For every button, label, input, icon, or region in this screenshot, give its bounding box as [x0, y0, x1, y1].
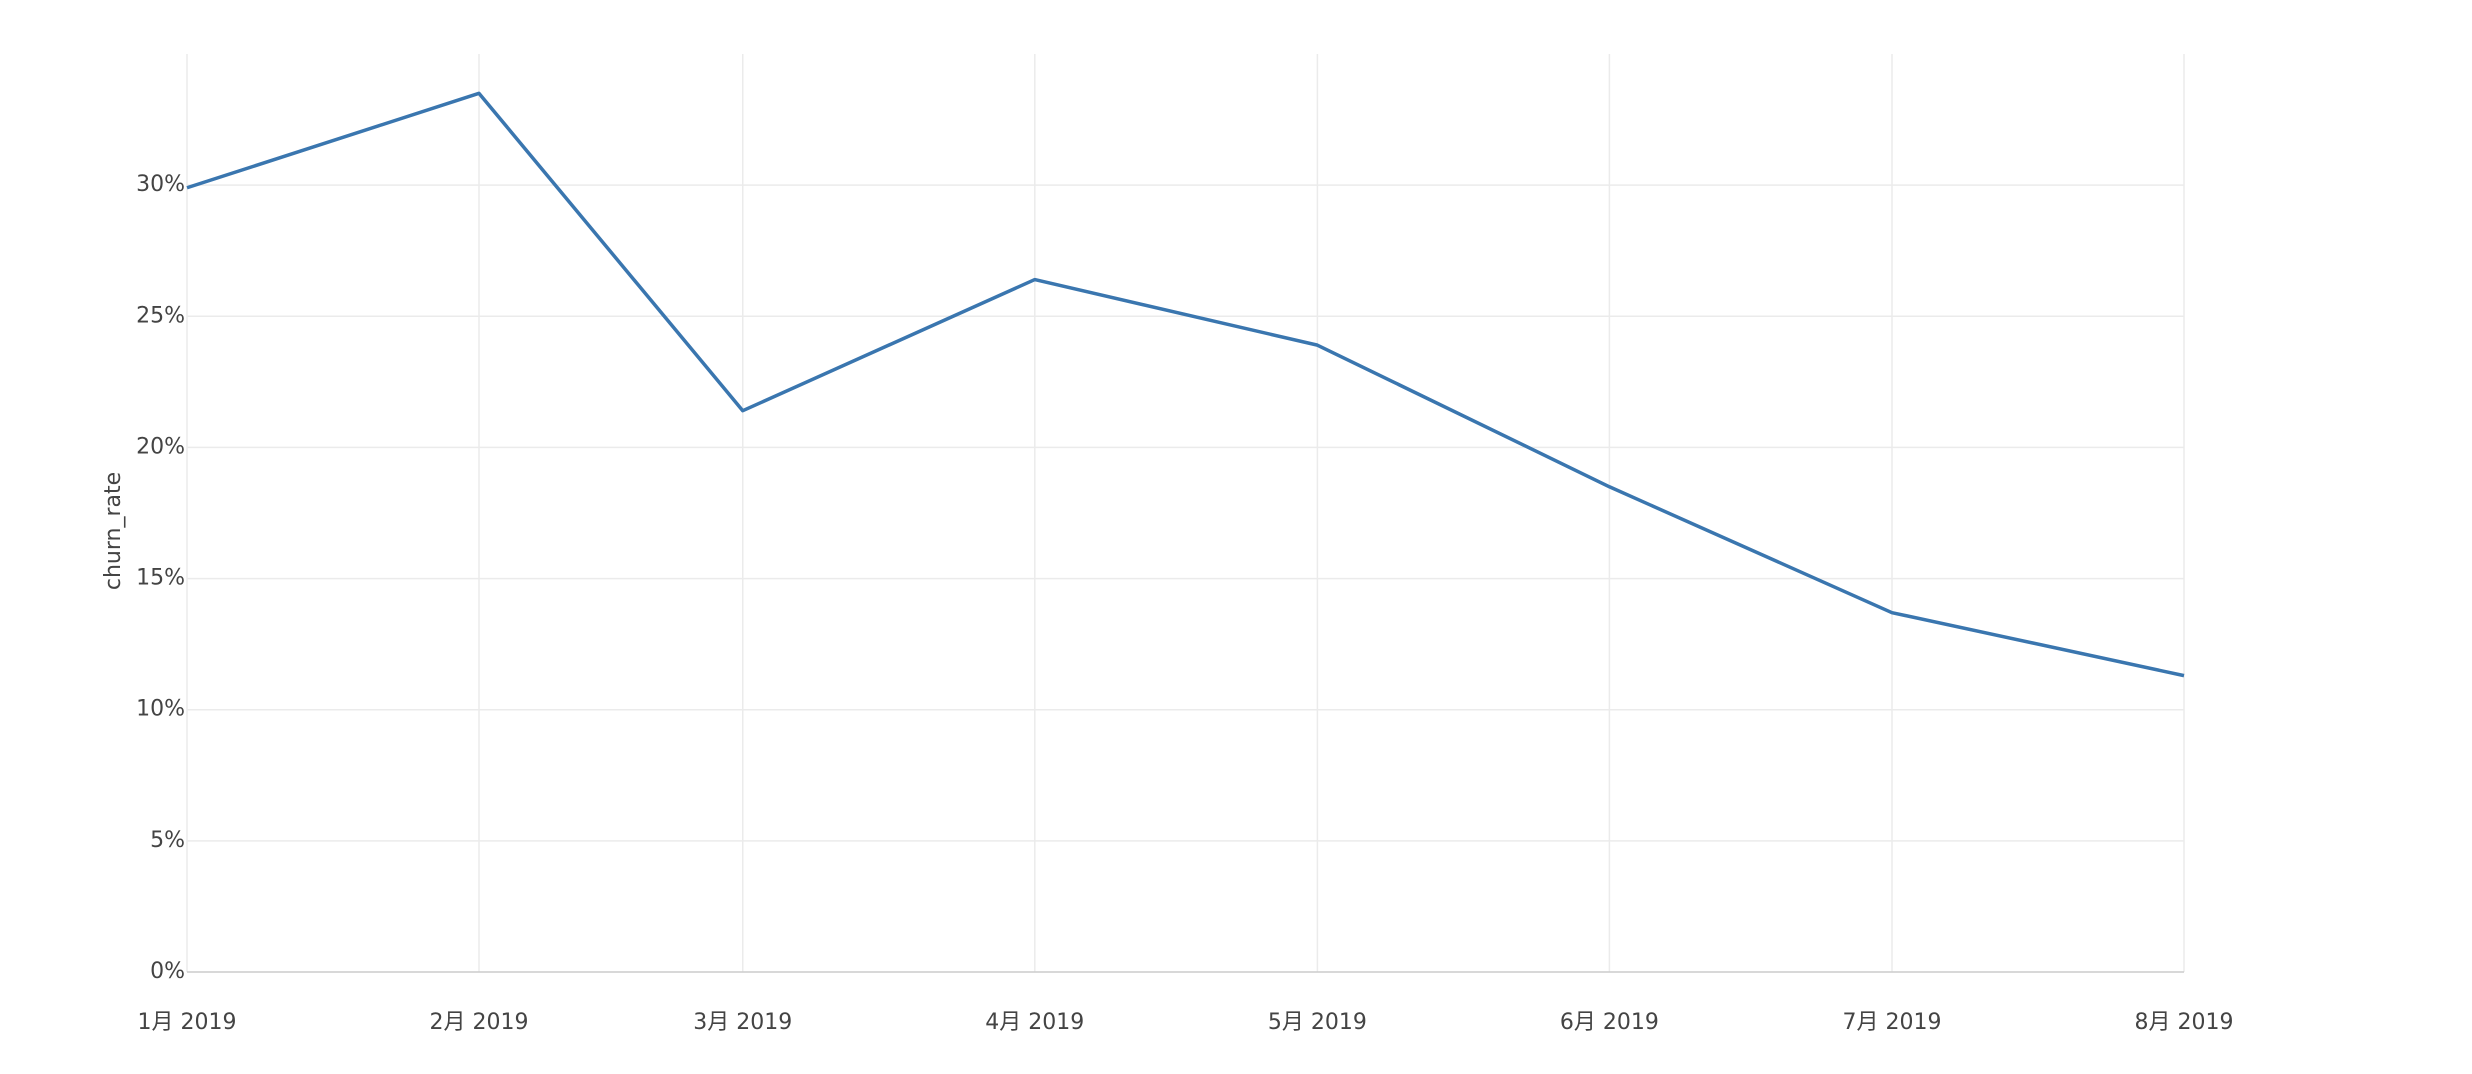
y-tick-label: 25% [136, 303, 185, 328]
x-tick-label: 6月 2019 [1560, 1010, 1659, 1035]
y-tick-label: 5% [150, 828, 185, 853]
y-tick-label: 0% [150, 959, 185, 984]
x-tick-label: 5月 2019 [1268, 1010, 1367, 1035]
x-tick-label: 3月 2019 [693, 1010, 792, 1035]
y-axis-label: churn_rate [101, 472, 126, 590]
y-tick-label: 30% [136, 172, 185, 197]
line [186, 91, 2185, 678]
x-tick-label: 1月 2019 [138, 1010, 237, 1035]
x-tick-label: 4月 2019 [985, 1010, 1084, 1035]
y-tick-label: 15% [136, 566, 185, 591]
y-tick-label: 20% [136, 434, 185, 459]
x-tick-label: 2月 2019 [430, 1010, 529, 1035]
x-tick-label: 7月 2019 [1842, 1010, 1941, 1035]
y-tick-label: 10% [136, 697, 185, 722]
x-tick-label: 8月 2019 [2135, 1010, 2234, 1035]
